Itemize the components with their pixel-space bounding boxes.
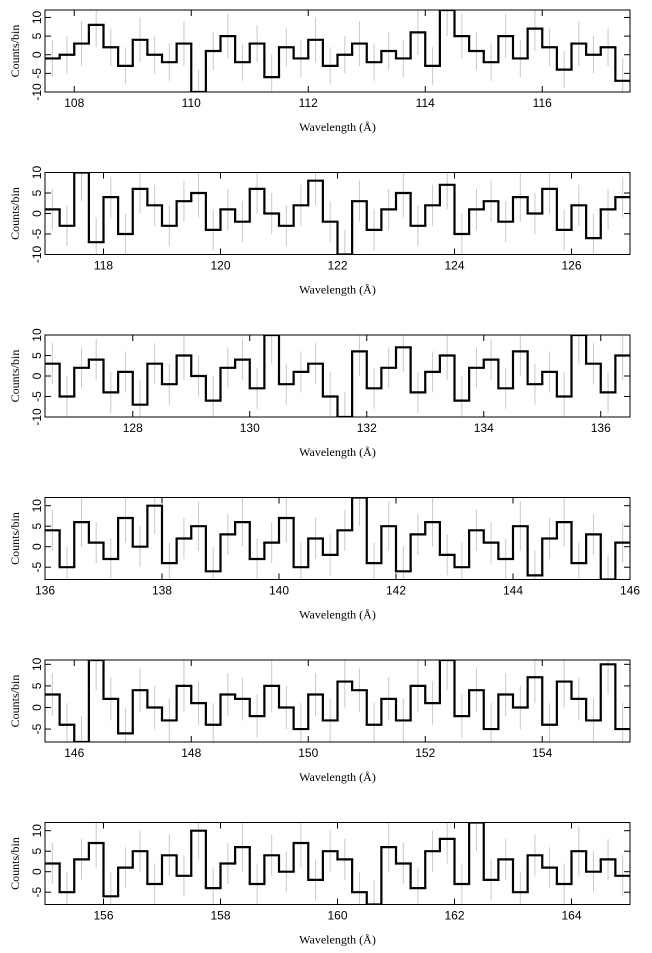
y-tick-label: 5 [30,682,44,689]
y-tick-label: 10 [30,10,44,24]
x-tick-label: 148 [181,746,201,760]
y-tick-label: 10 [30,657,44,671]
x-tick-label: 164 [561,909,581,923]
x-tick-label: 108 [64,96,84,110]
x-axis-label: Wavelength (Å) [299,445,376,459]
x-tick-label: 144 [503,584,523,598]
x-tick-label: 138 [152,584,172,598]
y-tick-label: 10 [30,166,44,180]
x-tick-label: 150 [298,746,318,760]
y-tick-label: -5 [30,68,44,79]
histogram [45,10,630,92]
panel: 146 148 150 152 154 -5 0 5 10 Wavelength (Å) Count… [8,657,631,784]
x-tick-label: 136 [591,421,611,435]
y-tick-label: -5 [30,723,44,734]
y-tick-label: -5 [30,562,44,573]
x-tick-label: 132 [357,421,377,435]
x-tick-label: 160 [327,909,347,923]
y-tick-label: 0 [30,51,44,58]
x-tick-label: 110 [182,96,201,110]
x-tick-label: 158 [210,909,230,923]
x-tick-label: 146 [64,746,84,760]
x-tick-label: 152 [415,746,435,760]
panel: 156 158 160 162 164 -5 0 5 10 Wavelength (Å) Count… [8,822,631,947]
x-tick-label: 124 [444,259,464,273]
x-tick-label: 134 [474,421,494,435]
y-tick-label: 0 [30,704,44,711]
x-axis-label: Wavelength (Å) [299,770,376,784]
y-tick-label: 5 [30,189,44,196]
x-tick-label: 128 [123,421,143,435]
y-tick-label: -5 [30,228,44,239]
y-axis-label: Counts/bin [8,675,22,728]
histogram [45,172,630,255]
panel: 128 130 132 134 136 -10 -5 0 5 10 Wavelength (Å) Co… [8,328,631,459]
y-tick-label: 10 [30,328,44,342]
x-tick-label: 140 [269,584,289,598]
x-tick-label: 114 [416,96,435,110]
x-axis-label: Wavelength (Å) [299,608,376,622]
y-tick-label: -10 [30,246,44,264]
x-tick-label: 162 [444,909,464,923]
x-tick-label: 118 [94,259,113,273]
x-tick-label: 146 [620,584,640,598]
histogram [45,335,630,417]
plot-frame [44,9,631,93]
histogram [45,497,630,580]
x-tick-label: 130 [240,421,260,435]
y-tick-label: 10 [30,499,44,513]
x-tick-label: 126 [561,259,581,273]
x-tick-label: 122 [327,259,347,273]
y-tick-label: 0 [30,210,44,217]
y-tick-label: 5 [30,848,44,855]
y-tick-label: 0 [30,372,44,379]
y-tick-label: 5 [30,32,44,39]
y-tick-label: -10 [30,408,44,426]
y-tick-label: -5 [30,887,44,898]
plot-frame [44,659,631,743]
y-axis-label: Counts/bin [8,25,22,78]
panel: 108 110 112 114 116 -10 -5 0 5 10 Wavelength (Å) Co… [8,9,631,134]
x-tick-label: 112 [299,96,318,110]
x-tick-label: 120 [210,259,230,273]
histogram [45,822,630,905]
x-tick-label: 156 [93,909,113,923]
panel: 118 120 122 124 126 -10 -5 0 5 10 Wavelength (Å) Co… [8,166,631,297]
panel: 136 138 140 142 144 146 -5 0 5 10 Wavelength (Å) Co… [8,497,640,622]
x-tick-label: 136 [35,584,55,598]
x-axis-label: Wavelength (Å) [299,283,376,297]
y-tick-label: -5 [30,391,44,402]
y-axis-label: Counts/bin [8,512,22,565]
y-axis-label: Counts/bin [8,350,22,403]
y-axis-label: Counts/bin [8,837,22,890]
error-bars [51,822,624,905]
y-axis-label: Counts/bin [8,187,22,240]
x-tick-label: 154 [532,746,552,760]
x-tick-label: 142 [386,584,406,598]
plot-frame [44,497,631,580]
y-tick-label: 10 [30,824,44,838]
x-axis-label: Wavelength (Å) [299,933,376,947]
x-tick-label: 116 [533,96,552,110]
x-axis-label: Wavelength (Å) [299,120,376,134]
y-tick-label: 5 [30,523,44,530]
y-tick-label: 0 [30,868,44,875]
y-tick-label: 0 [30,543,44,550]
y-tick-label: 5 [30,352,44,359]
histogram [45,660,630,742]
y-tick-label: -10 [30,83,44,101]
